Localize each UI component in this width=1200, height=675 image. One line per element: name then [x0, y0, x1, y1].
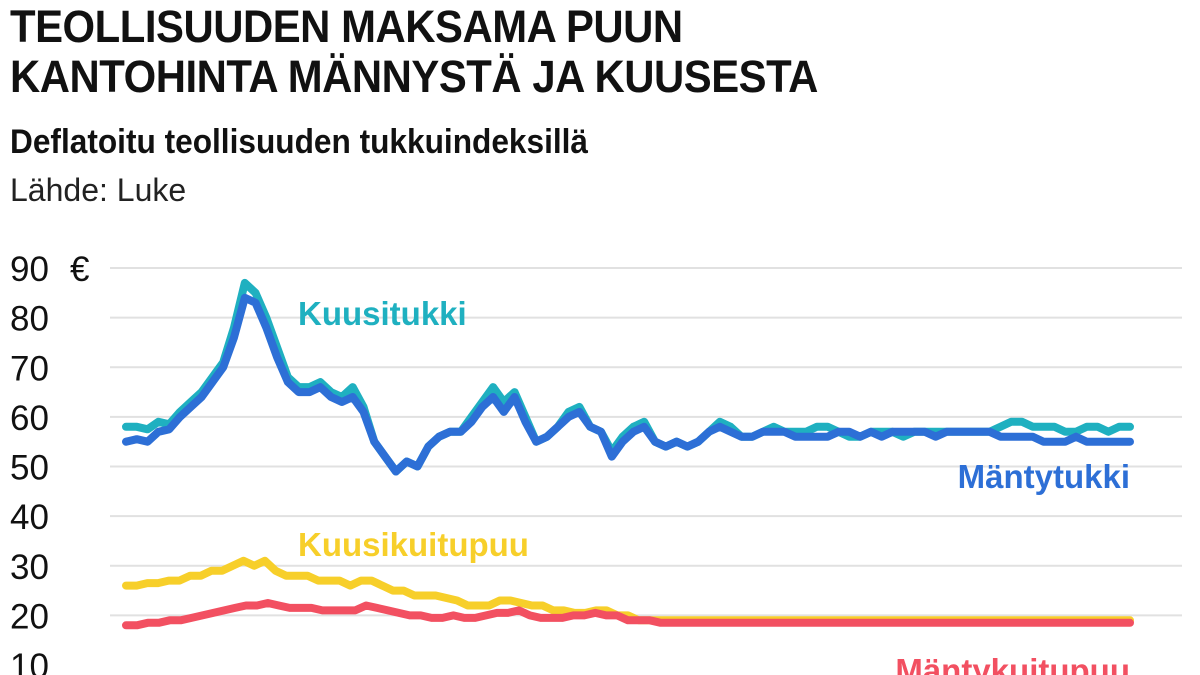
- y-tick-label: 90: [10, 250, 49, 289]
- series-label: Mäntykuitupuu: [895, 652, 1130, 675]
- series-label: Mäntytukki: [958, 458, 1130, 495]
- title-line-1: TEOLLISUUDEN MAKSAMA PUUN: [10, 1, 683, 52]
- y-tick-label: 80: [10, 300, 49, 339]
- gridlines: [110, 267, 1182, 617]
- chart-title: TEOLLISUUDEN MAKSAMA PUUN KANTOHINTA MÄN…: [10, 2, 1107, 102]
- series-line: [122, 278, 1134, 476]
- y-tick-label: 30: [10, 548, 49, 587]
- series-labels: Kuusitukki Mäntytukki Kuusikuitupuu Mäntyku…: [298, 295, 1130, 675]
- y-tick-label: 70: [10, 349, 49, 388]
- y-tick-label: 40: [10, 498, 49, 537]
- y-tick-label: 10: [10, 647, 49, 675]
- series-label: Kuusitukki: [298, 295, 467, 332]
- series-line: [122, 556, 1134, 625]
- series-lines: [122, 278, 1134, 630]
- chart-subtitle: Deflatoitu teollisuuden tukkuindeksillä: [10, 123, 589, 161]
- y-axis-ticks: 90 €80 70 60 50 40 30 20 10: [10, 250, 89, 675]
- series-label: Kuusikuitupuu: [298, 526, 529, 563]
- title-line-2: KANTOHINTA MÄNNYSTÄ JA KUUSESTA: [10, 51, 818, 102]
- y-tick-label: 60: [10, 399, 49, 438]
- y-tick-label: 50: [10, 449, 49, 488]
- series-line: [122, 599, 1134, 630]
- y-unit-label: €: [70, 250, 89, 289]
- series-line: [122, 293, 1134, 476]
- y-tick-label: 20: [10, 597, 49, 636]
- chart-source: Lähde: Luke: [10, 172, 187, 208]
